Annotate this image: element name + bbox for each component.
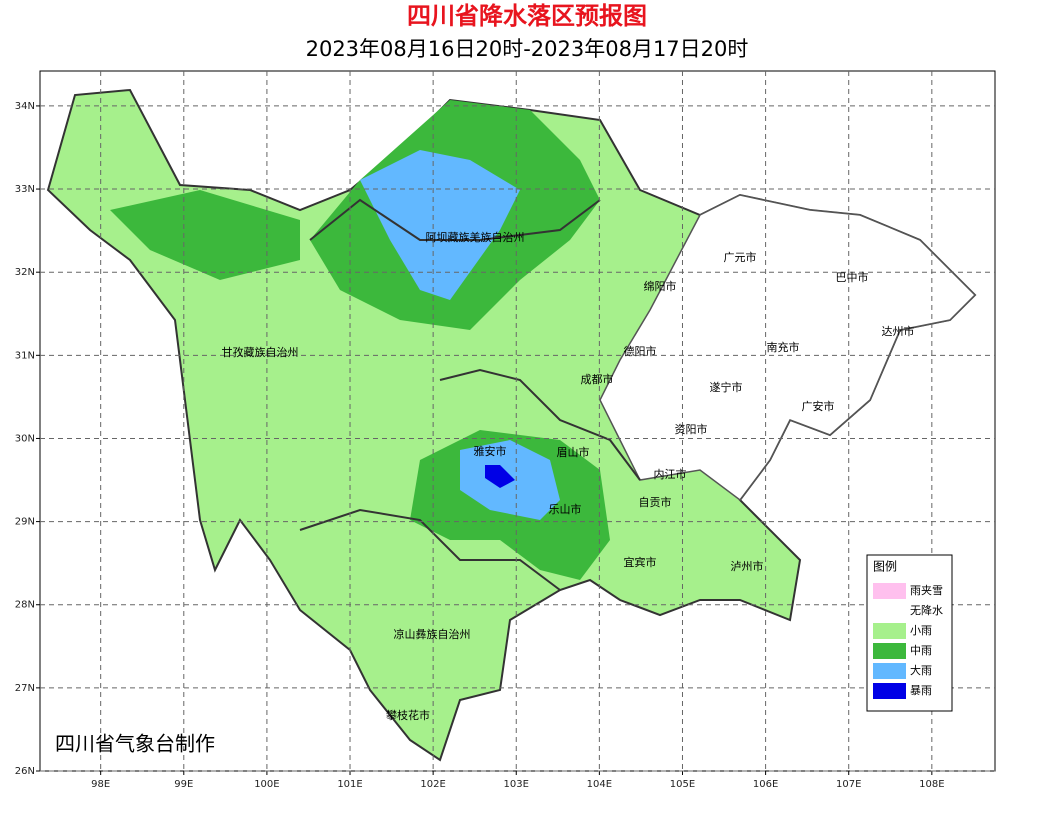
title: 四川省降水落区预报图 — [407, 2, 647, 30]
credit: 四川省气象台制作 — [55, 732, 215, 756]
place-label: 巴中市 — [836, 270, 869, 284]
legend-label: 无降水 — [910, 603, 943, 617]
y-tick-label: 30N — [15, 433, 35, 444]
x-tick-label: 103E — [504, 779, 529, 790]
legend-label: 小雨 — [910, 624, 932, 637]
place-label: 成都市 — [581, 372, 614, 386]
rainstorm — [485, 465, 515, 488]
place-label: 资阳市 — [675, 422, 708, 436]
y-tick-label: 26N — [15, 766, 35, 777]
x-tick-label: 107E — [836, 779, 861, 790]
x-tick-label: 98E — [91, 779, 110, 790]
y-tick-label: 27N — [15, 683, 35, 694]
place-label: 广安市 — [802, 399, 835, 413]
x-tick-label: 106E — [753, 779, 778, 790]
place-label: 攀枝花市 — [386, 708, 430, 722]
place-label: 绵阳市 — [644, 279, 677, 293]
place-label: 德阳市 — [624, 344, 657, 358]
legend-swatch — [873, 663, 906, 679]
prefecture-border — [309, 198, 601, 241]
y-tick-label: 33N — [15, 184, 35, 195]
place-labels: 阿坝藏族羌族自治州 广元市 巴中市 绵阳市 达州市 甘孜藏族自治州 德阳市 南充… — [222, 230, 915, 722]
place-label: 自贡市 — [639, 495, 672, 509]
legend-swatch — [873, 623, 906, 639]
place-label: 阿坝藏族羌族自治州 — [426, 230, 525, 244]
legend-swatch — [873, 583, 906, 599]
x-tick-label: 102E — [420, 779, 445, 790]
place-label: 乐山市 — [549, 502, 582, 516]
north-heavy-rain — [360, 150, 520, 300]
grid: 98E 99E 100E 101E 102E 103E 104E 105E 106E 107E 10… — [15, 71, 995, 790]
y-tick-label: 32N — [15, 267, 35, 278]
x-tick-label: 105E — [670, 779, 695, 790]
legend-swatch — [873, 683, 906, 699]
place-label: 雅安市 — [474, 444, 507, 458]
legend-label: 雨夹雪 — [910, 584, 943, 597]
place-label: 南充市 — [767, 340, 800, 354]
x-tick-label: 100E — [254, 779, 279, 790]
place-label: 达州市 — [882, 324, 915, 338]
y-tick-label: 28N — [15, 600, 35, 611]
legend-swatch — [873, 643, 906, 659]
legend-label: 大雨 — [910, 663, 932, 677]
west-moderate-rain — [110, 190, 300, 280]
east-no-rain — [599, 194, 977, 502]
prefecture-border — [439, 368, 641, 481]
x-tick-label: 101E — [337, 779, 362, 790]
legend-swatch — [873, 603, 906, 619]
x-tick-label: 99E — [174, 779, 193, 790]
place-label: 甘孜藏族自治州 — [222, 345, 299, 359]
place-label: 泸州市 — [731, 559, 764, 573]
y-tick-label: 34N — [15, 101, 35, 112]
y-tick-label: 31N — [15, 350, 35, 361]
place-label: 凉山彝族自治州 — [394, 627, 471, 641]
y-tick-label: 29N — [15, 517, 35, 528]
x-tick-label: 108E — [919, 779, 944, 790]
place-label: 眉山市 — [557, 445, 590, 459]
legend-label: 中雨 — [910, 644, 932, 657]
place-label: 广元市 — [724, 250, 757, 264]
place-label: 宜宾市 — [624, 555, 657, 569]
x-tick-label: 104E — [587, 779, 612, 790]
subtitle: 2023年08月16日20时-2023年08月17日20时 — [306, 37, 749, 61]
legend-title: 图例 — [873, 560, 897, 574]
legend-label: 暴雨 — [910, 684, 932, 697]
place-label: 遂宁市 — [710, 380, 743, 394]
place-label: 内江市 — [654, 467, 687, 481]
